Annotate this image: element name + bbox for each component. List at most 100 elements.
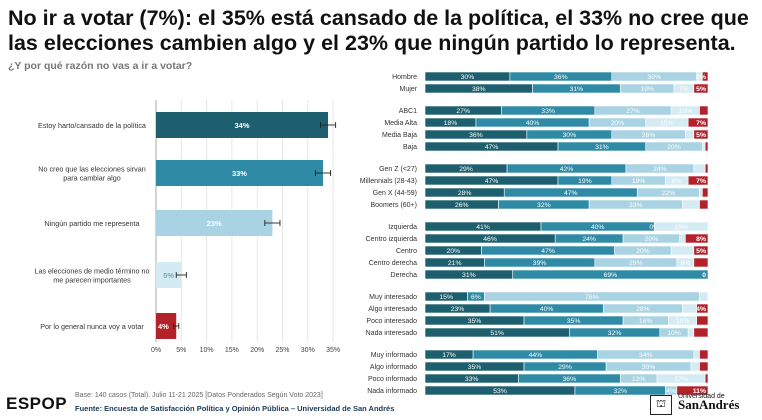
right-bar-segment [687, 117, 709, 128]
left-x-tick: 20% [250, 347, 264, 354]
right-row-label: Centro [396, 248, 417, 255]
right-row-label: Poco informado [368, 376, 417, 383]
right-segment-label: 19% [674, 224, 688, 231]
left-x-tick: 10% [200, 347, 214, 354]
right-segment-label: 40% [526, 120, 540, 127]
right-row-label: Nada informado [367, 388, 417, 395]
right-segment-label: 35% [468, 318, 482, 325]
right-segment-label: 40% [591, 224, 605, 231]
right-segment-label: 36% [554, 74, 568, 81]
right-segment-label: 5% [696, 248, 706, 255]
left-bar [156, 313, 177, 339]
right-row-label: Baja [403, 144, 417, 151]
right-segment-label: 40% [540, 306, 554, 313]
right-segment-label: 7% [696, 178, 706, 185]
right-bar-segment [702, 71, 709, 82]
right-segment-label: 28% [636, 306, 650, 313]
left-category-label: No creo que las elecciones sirvan para ca… [38, 165, 145, 183]
right-segment-label: 21% [448, 260, 462, 267]
left-x-tick: 5% [176, 347, 186, 354]
right-bar-segment [693, 163, 706, 174]
right-segment-label: 47% [485, 178, 499, 185]
right-segment-label: 33% [629, 202, 643, 209]
right-segment-label: 51% [490, 330, 504, 337]
right-segment-label: 15% [660, 120, 674, 127]
right-segment-label: 27% [456, 108, 470, 115]
right-segment-label: 47% [485, 144, 499, 151]
right-segment-label: 36% [469, 132, 483, 139]
right-segment-label: 30% [647, 74, 661, 81]
right-bar-segment [699, 199, 709, 210]
right-segment-label: 7% [679, 86, 689, 93]
espop-logo: ESPOP [6, 394, 68, 413]
right-segment-label: 20% [636, 248, 650, 255]
right-segment-label: 46% [483, 236, 497, 243]
right-segment-label: 38% [472, 86, 486, 93]
left-bar [156, 160, 323, 186]
right-segment-label: 22% [662, 190, 676, 197]
right-segment-label: 35% [567, 318, 581, 325]
right-segment-label: 10% [679, 108, 693, 115]
left-x-tick: 30% [301, 347, 315, 354]
left-bar-value: 34% [235, 121, 250, 130]
right-segment-label: 6% [680, 260, 690, 267]
left-bar-value: 23% [207, 219, 222, 228]
right-segment-label: 47% [541, 248, 555, 255]
right-segment-label: 29% [558, 364, 572, 371]
footer-base-note: Base: 140 casos (Total). Julio 11-21 202… [75, 392, 323, 399]
right-row-label: Millennials (28-43) [360, 178, 417, 185]
right-segment-label: 69% [604, 272, 618, 279]
right-row-label: ABC1 [399, 108, 417, 115]
right-segment-label: 5% [696, 132, 706, 139]
chart-question: ¿Y por qué razón no vas a ir a votar? [8, 60, 193, 72]
right-segment-label: 44% [529, 352, 543, 359]
left-category-label: Las elecciones de medio término no me par… [34, 267, 149, 285]
right-bar-segment [702, 141, 706, 152]
right-row-label: Algo interesado [368, 306, 417, 313]
right-row-label: Algo informado [370, 364, 417, 371]
right-segment-label: 8% [696, 236, 706, 243]
right-segment-label: 17% [674, 376, 688, 383]
right-bar-segment [679, 233, 686, 244]
right-bar-segment [693, 129, 709, 140]
right-segment-label: 26% [455, 202, 469, 209]
right-bar-segment [676, 385, 709, 396]
right-bar-segment [699, 187, 703, 198]
right-segment-label: 34% [639, 352, 653, 359]
right-segment-label: 41% [476, 224, 490, 231]
right-bar-segment [699, 349, 709, 360]
right-segment-label: 28% [458, 190, 472, 197]
right-row-label: Hombre [392, 74, 417, 81]
left-bar [156, 210, 273, 236]
right-bar-segment [704, 141, 709, 152]
right-segment-label: 20% [667, 144, 681, 151]
right-segment-label: 24% [582, 236, 596, 243]
right-segment-label: 20% [611, 120, 625, 127]
right-row-label: Boomers (60+) [371, 202, 418, 209]
right-segment-label: 13% [632, 376, 646, 383]
right-segment-label: 10% [667, 330, 681, 337]
right-bar-segment [699, 291, 709, 302]
right-bar-segment [512, 269, 709, 280]
right-row-label: Izquierda [388, 224, 417, 231]
right-bar-segment [687, 175, 709, 186]
right-bar-segment [704, 373, 709, 384]
right-segment-label: 30% [461, 74, 475, 81]
right-row-label: Derecha [391, 272, 418, 279]
right-bar-segment [693, 245, 709, 256]
right-bar-segment [699, 105, 709, 116]
right-bar-segment [653, 221, 709, 232]
right-segment-label: 4% [696, 306, 706, 313]
right-segment-label: 29% [629, 260, 643, 267]
right-segment-label: 2% [696, 74, 706, 81]
right-bar-segment [690, 361, 700, 372]
right-row-label: Muy interesado [369, 294, 417, 301]
right-bar-segment [682, 199, 700, 210]
left-x-tick: 35% [326, 347, 340, 354]
right-segment-label: 30% [642, 364, 656, 371]
right-segment-label: 6% [471, 294, 481, 301]
right-row-label: Muy informado [371, 352, 417, 359]
right-bar-segment [702, 187, 709, 198]
right-segment-label: 30% [563, 132, 577, 139]
right-segment-label: 47% [564, 190, 578, 197]
